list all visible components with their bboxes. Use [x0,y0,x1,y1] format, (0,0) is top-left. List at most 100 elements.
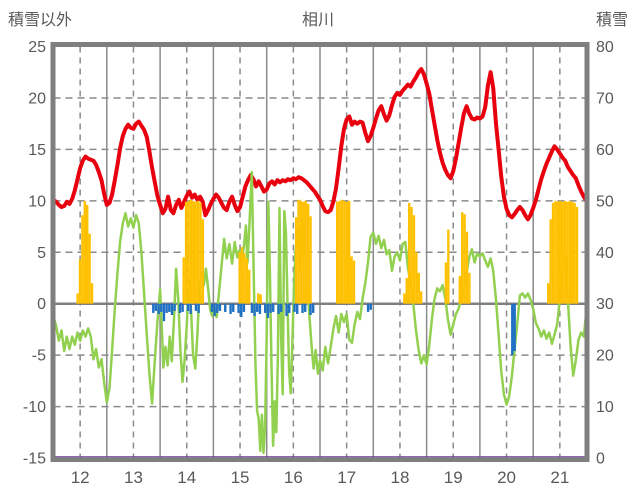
orange-bars-bar [189,199,193,304]
x-axis-tick-label: 18 [390,468,409,487]
blue-bars-bar [312,303,315,313]
x-axis-tick-label: 14 [177,468,196,487]
blue-bars-bar [218,303,222,311]
orange-bars-bar [306,203,310,304]
right-axis-tick-label: 40 [596,245,614,262]
orange-bars-bar [447,229,450,304]
orange-bars-bar [238,252,241,304]
orange-bars-bar [561,201,564,304]
orange-bars-bar [410,206,413,304]
blue-bars-bar [152,303,155,313]
orange-bars-bar [199,202,202,304]
blue-bars-bar [229,303,232,314]
orange-bars-bar [196,200,200,304]
orange-bars-bar [547,283,550,304]
x-axis-tick-label: 15 [231,468,250,487]
orange-bars-bar [549,219,552,304]
x-axis-tick-label: 16 [284,468,303,487]
blue-bars-bar [210,303,214,312]
left-axis-tick-label: -5 [32,348,46,365]
orange-bars-bar [88,233,91,304]
blue-bars-bar [272,303,275,312]
orange-bars-bar [297,199,300,304]
orange-bars-bar [463,214,466,304]
orange-bars-bar [257,293,260,304]
blue-bars-bar [296,303,299,314]
orange-bars-bar [304,200,307,304]
blue-bars-bar [162,303,166,322]
orange-bars-bar [559,200,562,304]
orange-bars-bar [90,283,94,304]
orange-bars-bar [347,200,351,304]
orange-bars-bar [302,201,305,304]
left-axis-tick-label: 20 [28,90,46,107]
blue-bars-bar [197,303,200,313]
right-axis-tick-label: 30 [596,296,614,313]
orange-bars-bar [338,200,341,304]
x-axis-tick-label: 12 [71,468,90,487]
blue-bars-bar [232,303,235,312]
blue-bars-bar [369,303,372,310]
blue-bars-bar [181,303,184,312]
x-axis-tick-label: 21 [550,468,569,487]
blue-bars-bar [285,303,288,317]
blue-bars-bar [301,303,304,313]
orange-bars-bar [403,293,406,304]
orange-bars-bar [556,201,560,304]
orange-bars-bar [412,215,416,304]
orange-bars-bar [573,202,576,304]
orange-bars-bar [201,219,205,304]
orange-bars-bar [458,275,461,304]
right-axis-tick-label: 70 [596,90,614,107]
orange-bars-bar [551,202,555,304]
blue-bars-bar [250,303,254,313]
orange-bars-bar [575,206,579,304]
orange-bars-bar [419,291,423,304]
blue-bars-bar [186,303,190,311]
orange-bars-bar [243,253,246,304]
blue-bars-bar [511,303,514,356]
blue-bars-bar [277,303,280,314]
orange-bars-bar [465,231,469,304]
blue-bars-bar [264,303,267,313]
blue-bars-bar [213,303,216,317]
blue-bars-bar [269,303,272,313]
blue-bars-bar [513,303,516,352]
orange-bars-bar [86,204,89,304]
x-axis-tick-label: 17 [337,468,356,487]
orange-bars-bar [259,294,262,304]
right-axis-tick-label: 10 [596,399,614,416]
orange-bars-bar [245,258,249,304]
page-title: 相川 [301,12,335,29]
orange-bars-bar [568,200,572,304]
orange-bars-bar [76,293,79,304]
orange-bars-bar [415,252,418,304]
orange-bars-bar [554,200,557,304]
right-axis-title: 積雪 [595,12,628,29]
orange-bars-bar [343,200,346,304]
blue-bars-bar [253,303,256,317]
orange-bars-bar [350,256,353,304]
orange-bars-bar [340,199,344,304]
right-axis-tick-label: 60 [596,142,614,159]
orange-bars-bar [78,259,82,304]
orange-bars-bar [468,272,471,304]
blue-bars-bar [304,303,307,312]
orange-bars-bar [309,216,312,304]
orange-bars-bar [571,201,574,304]
blue-bars-bar [288,303,291,313]
orange-bars-bar [182,257,185,304]
blue-bars-bar [178,303,182,313]
orange-bars-bar [83,200,87,304]
left-axis-tick-label: 0 [37,296,46,313]
right-axis-tick-label: 0 [596,451,605,468]
left-axis-tick-label: 25 [28,39,46,56]
left-axis-tick-label: 15 [28,142,46,159]
orange-bars-bar [444,262,448,304]
orange-bars-bar [294,217,298,304]
left-axis-tick-label: -10 [23,399,46,416]
orange-bars-bar [407,202,411,304]
orange-bars-bar [187,200,190,304]
orange-bars-bar [299,200,303,304]
orange-bars-bar [81,215,84,304]
